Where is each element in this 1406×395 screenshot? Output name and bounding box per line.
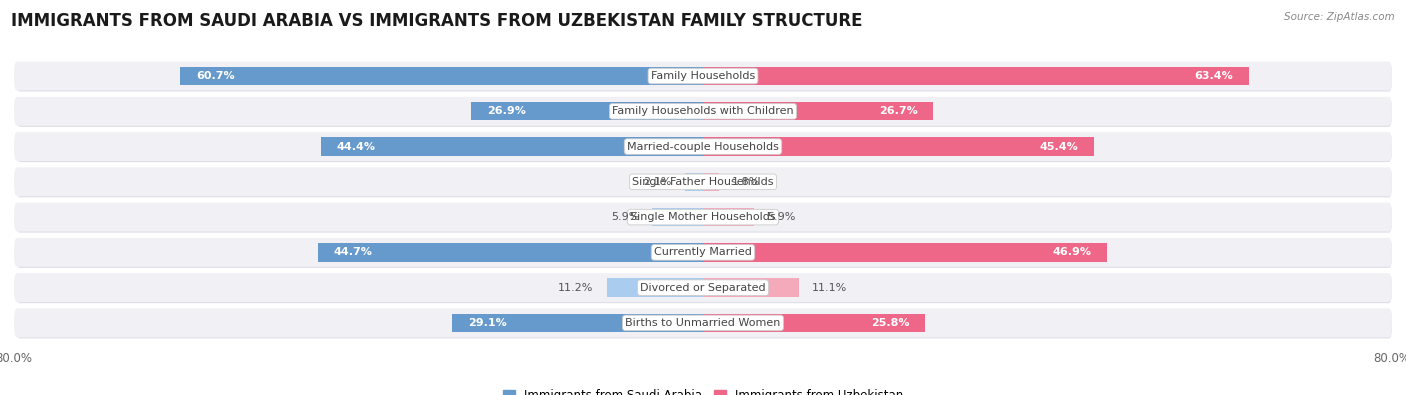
Text: 25.8%: 25.8% — [872, 318, 910, 328]
Bar — [703, 278, 799, 297]
Bar — [652, 208, 703, 226]
Legend: Immigrants from Saudi Arabia, Immigrants from Uzbekistan: Immigrants from Saudi Arabia, Immigrants… — [498, 384, 908, 395]
Bar — [703, 208, 754, 226]
Bar — [703, 243, 1107, 261]
Bar — [703, 137, 1094, 156]
FancyBboxPatch shape — [14, 203, 1392, 231]
Bar — [453, 314, 703, 332]
Text: Divorced or Separated: Divorced or Separated — [640, 283, 766, 293]
Text: 26.7%: 26.7% — [879, 106, 918, 116]
FancyBboxPatch shape — [17, 168, 1392, 198]
Bar — [703, 173, 718, 191]
Text: 26.9%: 26.9% — [486, 106, 526, 116]
FancyBboxPatch shape — [17, 63, 1392, 92]
FancyBboxPatch shape — [14, 273, 1392, 302]
Text: 60.7%: 60.7% — [195, 71, 235, 81]
Text: 63.4%: 63.4% — [1195, 71, 1233, 81]
Bar — [471, 102, 703, 120]
Text: 44.4%: 44.4% — [336, 141, 375, 152]
FancyBboxPatch shape — [17, 98, 1392, 127]
FancyBboxPatch shape — [17, 204, 1392, 233]
Text: Source: ZipAtlas.com: Source: ZipAtlas.com — [1284, 12, 1395, 22]
Text: 5.9%: 5.9% — [610, 212, 640, 222]
Bar — [685, 173, 703, 191]
Bar — [321, 137, 703, 156]
Text: 1.8%: 1.8% — [731, 177, 759, 187]
Text: 45.4%: 45.4% — [1039, 141, 1078, 152]
FancyBboxPatch shape — [14, 97, 1392, 126]
Bar — [318, 243, 703, 261]
Bar — [703, 314, 925, 332]
Text: 11.1%: 11.1% — [811, 283, 846, 293]
FancyBboxPatch shape — [14, 167, 1392, 196]
FancyBboxPatch shape — [14, 132, 1392, 161]
FancyBboxPatch shape — [14, 62, 1392, 90]
Text: Single Mother Households: Single Mother Households — [630, 212, 776, 222]
Bar — [180, 67, 703, 85]
Text: Currently Married: Currently Married — [654, 247, 752, 258]
Bar — [606, 278, 703, 297]
Text: 44.7%: 44.7% — [333, 247, 373, 258]
FancyBboxPatch shape — [17, 239, 1392, 268]
Text: Family Households with Children: Family Households with Children — [612, 106, 794, 116]
Text: 11.2%: 11.2% — [558, 283, 593, 293]
Text: 29.1%: 29.1% — [468, 318, 506, 328]
Text: IMMIGRANTS FROM SAUDI ARABIA VS IMMIGRANTS FROM UZBEKISTAN FAMILY STRUCTURE: IMMIGRANTS FROM SAUDI ARABIA VS IMMIGRAN… — [11, 12, 863, 30]
FancyBboxPatch shape — [17, 133, 1392, 162]
Bar — [703, 102, 934, 120]
Text: Family Households: Family Households — [651, 71, 755, 81]
Text: 5.9%: 5.9% — [766, 212, 796, 222]
FancyBboxPatch shape — [17, 310, 1392, 339]
Text: 46.9%: 46.9% — [1052, 247, 1091, 258]
FancyBboxPatch shape — [14, 238, 1392, 267]
Bar — [703, 67, 1249, 85]
Text: Births to Unmarried Women: Births to Unmarried Women — [626, 318, 780, 328]
Text: 2.1%: 2.1% — [644, 177, 672, 187]
Text: Married-couple Households: Married-couple Households — [627, 141, 779, 152]
FancyBboxPatch shape — [14, 308, 1392, 337]
Text: Single Father Households: Single Father Households — [633, 177, 773, 187]
FancyBboxPatch shape — [17, 274, 1392, 303]
